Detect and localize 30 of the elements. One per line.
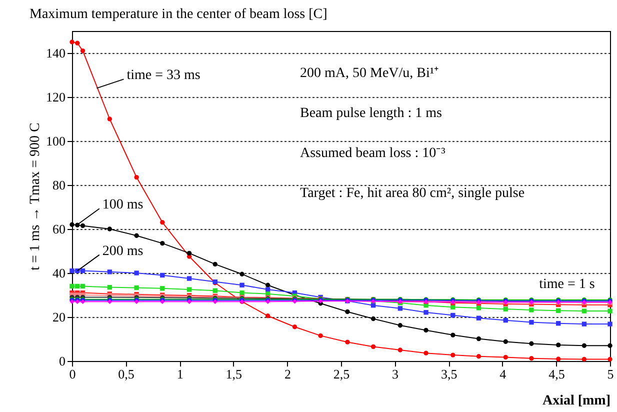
y-axis-title: t = 1 ms → Tmax = 900 C bbox=[28, 122, 43, 270]
annotation: Beam pulse length : 1 ms bbox=[300, 106, 442, 121]
x-tick-label: 1 bbox=[176, 366, 184, 382]
annotation: 200 mA, 50 MeV/u, Bi¹⁺ bbox=[300, 66, 440, 81]
y-tick-label: 0 bbox=[59, 354, 66, 368]
x-tick-label: 0,5 bbox=[118, 366, 134, 382]
y-tick-label: 40 bbox=[52, 266, 66, 280]
annotation: time = 33 ms bbox=[126, 68, 200, 84]
y-tick-label: 140 bbox=[46, 46, 66, 60]
x-axis-title: Axial [mm] bbox=[542, 394, 610, 408]
annotation: 200 ms bbox=[102, 244, 144, 259]
annotation: Assumed beam loss : 10⁻³ bbox=[300, 146, 446, 161]
annotation: time = 1 s bbox=[539, 277, 595, 292]
y-tick-label: 100 bbox=[46, 134, 66, 148]
y-tick-label: 20 bbox=[52, 310, 66, 324]
x-tick-label: 1,5 bbox=[226, 366, 242, 382]
x-tick-label: 2 bbox=[284, 366, 291, 382]
x-tick-label: 3 bbox=[392, 366, 399, 382]
y-tick-label: 60 bbox=[52, 222, 66, 236]
annotation: Target : Fe, hit area 80 cm², single pulse bbox=[300, 186, 525, 201]
x-tick-label: 4 bbox=[500, 366, 507, 382]
x-tick-label: 4,5 bbox=[548, 366, 565, 382]
x-tick-label: 2,5 bbox=[333, 366, 350, 382]
x-tick-label: 5 bbox=[607, 366, 614, 382]
chart-title: Maximum temperature in the center of beam loss [C] bbox=[30, 7, 328, 22]
y-tick-label: 120 bbox=[46, 90, 66, 104]
x-tick-label: 0 bbox=[69, 366, 76, 382]
x-tick-label: 3,5 bbox=[440, 366, 458, 382]
annotation: 100 ms bbox=[102, 198, 144, 213]
y-tick-label: 80 bbox=[52, 178, 66, 192]
